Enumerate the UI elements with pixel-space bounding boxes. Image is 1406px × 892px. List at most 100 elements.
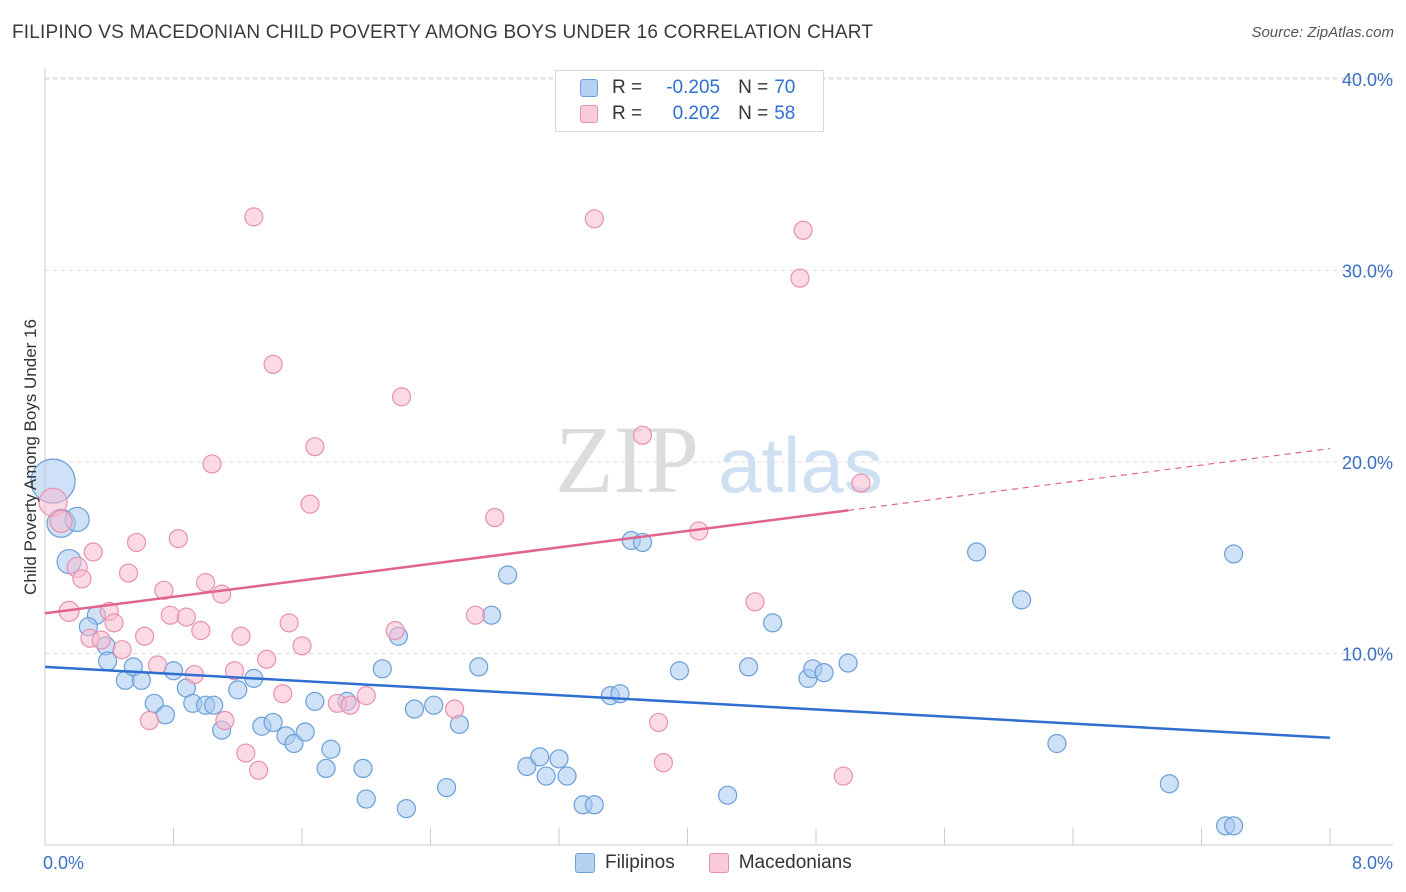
macedonian-point (257, 649, 277, 669)
filipino-trend-line (44, 665, 1331, 740)
macedonian-point (168, 528, 188, 549)
x-tick-label-min: 0.0% (43, 853, 84, 873)
macedonian-point (147, 655, 168, 675)
filipino-point (498, 565, 518, 585)
filipino-point (321, 739, 341, 759)
macedonian-point (485, 507, 505, 528)
macedonian-point (91, 630, 111, 650)
macedonian-point (653, 753, 674, 773)
x-tick-label-max: 8.0% (1352, 853, 1393, 873)
filipino-point (530, 747, 550, 767)
filipino-point (295, 722, 315, 742)
macedonian-trend-line (44, 509, 849, 615)
filipino-point (1011, 590, 1032, 610)
macedonian-point (745, 592, 765, 612)
chart-title: FILIPINO VS MACEDONIAN CHILD POVERTY AMO… (12, 22, 874, 43)
legend-n-value: 58 (774, 103, 796, 124)
filipino-point (1047, 733, 1067, 754)
macedonian-point (49, 509, 73, 533)
macedonian-point (263, 354, 283, 374)
macedonian-point (273, 684, 293, 704)
filipino-point (814, 663, 834, 683)
filipino-point (1224, 816, 1244, 836)
macedonian-point (340, 695, 360, 715)
bottom-legend-filipinos: Filipinos (575, 852, 675, 874)
y-axis-label: Child Poverty Among Boys Under 16 (21, 319, 40, 595)
macedonian-point (224, 661, 245, 681)
macedonian-point (139, 710, 160, 731)
macedonian-point (118, 563, 139, 583)
macedonian-point (391, 387, 412, 407)
filipino-point (967, 542, 987, 562)
macedonian-point (244, 207, 264, 227)
legend-swatch-pink (580, 105, 598, 123)
macedonian-point (292, 636, 312, 656)
macedonian-point (279, 613, 299, 633)
y-tick-label: 40.0% (1342, 70, 1393, 90)
macedonian-point (833, 766, 853, 786)
filipino-point (469, 657, 489, 677)
filipino-point (204, 695, 224, 715)
y-tick-label: 30.0% (1342, 262, 1393, 282)
filipino-point (1224, 544, 1244, 564)
legend-n-value: 70 (774, 77, 796, 98)
bottom-legend-macedonians: Macedonians (708, 852, 852, 874)
trend-lines (44, 447, 1331, 740)
y-tick-label: 10.0% (1342, 645, 1393, 665)
filipino-point (738, 657, 759, 677)
bottom-legend-swatch-pink (708, 853, 729, 873)
y-tick-label: 20.0% (1342, 453, 1393, 473)
macedonian-point (300, 494, 320, 514)
macedonian-point (104, 613, 124, 633)
filipino-point (263, 712, 283, 733)
watermark-zip: ZIP (555, 406, 699, 513)
macedonian-point (83, 542, 103, 562)
filipino-point (1159, 774, 1179, 794)
filipino-point (481, 605, 502, 625)
filipino-point (517, 756, 537, 777)
macedonian-point (632, 425, 653, 445)
filipino-point (536, 766, 556, 786)
macedonian-point (134, 626, 155, 646)
macedonian-point (584, 209, 604, 229)
bottom-legend-swatch-blue (575, 853, 595, 873)
filipino-point (356, 789, 376, 809)
macedonian-point (196, 573, 216, 593)
macedonian-trend-extension (848, 447, 1331, 511)
filipino-point (98, 651, 118, 671)
macedonian-point (236, 743, 256, 763)
filipino-point (284, 733, 304, 754)
filipino-point (424, 695, 444, 715)
macedonian-point (444, 699, 465, 719)
macedonian-point (176, 607, 196, 627)
macedonian-point (790, 268, 810, 288)
macedonian-point (465, 605, 486, 625)
data-points (30, 207, 1244, 836)
filipino-point (669, 661, 690, 681)
legend-r-value: -0.205 (666, 77, 721, 98)
macedonian-point (851, 473, 871, 493)
bottom-legend-label: Filipinos (605, 852, 675, 873)
macedonian-point (160, 605, 180, 625)
macedonian-point (356, 686, 376, 706)
macedonian-point (126, 532, 147, 553)
filipino-point (155, 705, 176, 725)
axis-labels: Child Poverty Among Boys Under 16 0.0% 8… (21, 70, 1393, 873)
macedonian-point (385, 620, 405, 641)
filipino-point (396, 799, 417, 819)
macedonian-point (231, 626, 251, 646)
source-label: Source: ZipAtlas.com (1251, 24, 1394, 41)
watermark-atlas: atlas (718, 421, 883, 509)
filipino-point (163, 661, 184, 681)
macedonian-point (212, 584, 232, 604)
filipino-point (316, 758, 336, 779)
filipino-point (404, 699, 425, 719)
legend-swatch-blue (580, 79, 598, 97)
grid-lines (45, 77, 1393, 654)
legend-row-macedonians: R = 0.202 N = 58 (580, 102, 795, 126)
filipino-point (718, 785, 738, 805)
filipino-point (353, 758, 373, 779)
watermark: ZIP atlas (555, 406, 883, 513)
filipino-point (763, 613, 783, 633)
